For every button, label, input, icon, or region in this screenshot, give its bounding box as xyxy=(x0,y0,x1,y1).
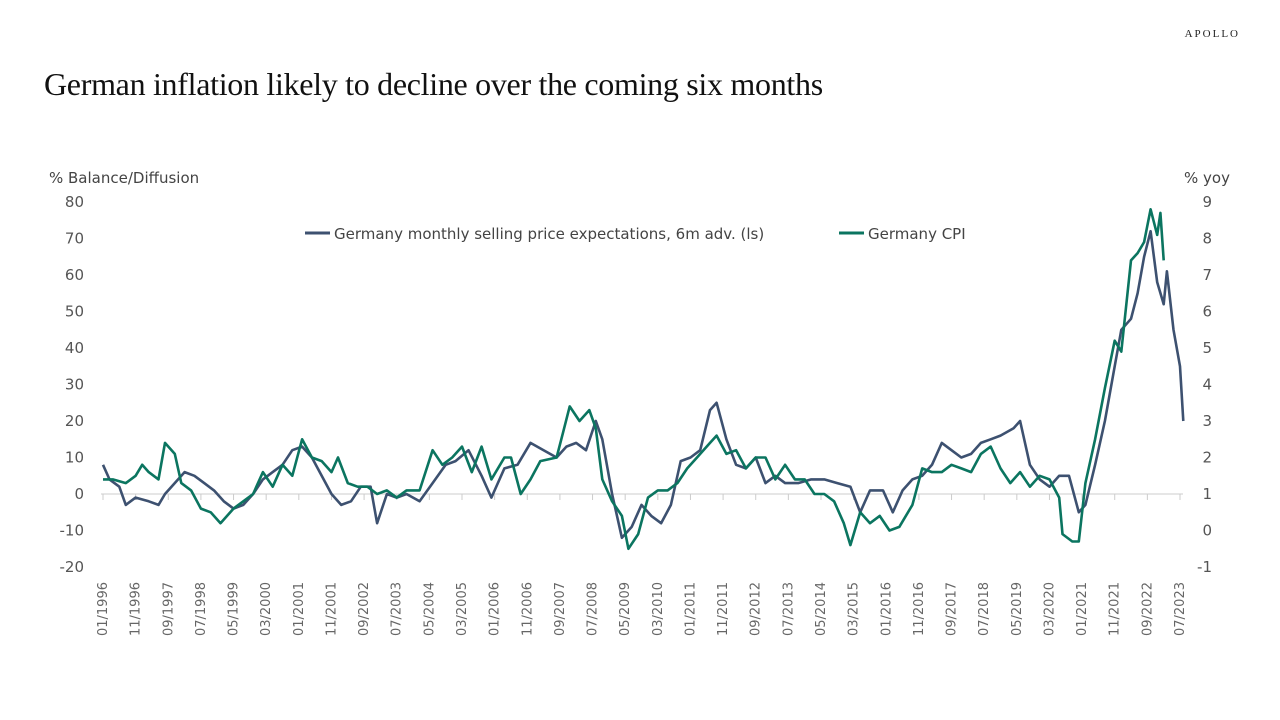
x-tick-label: 05/2019 xyxy=(1010,582,1025,636)
right-tick-label: 6 xyxy=(1202,303,1212,321)
x-tick-label: 01/2001 xyxy=(292,582,307,636)
right-tick-label: 9 xyxy=(1202,193,1212,211)
x-tick-label: 01/2016 xyxy=(879,582,894,636)
left-tick-label: 40 xyxy=(65,339,84,357)
right-tick-label: 8 xyxy=(1202,230,1212,248)
right-tick-label: 5 xyxy=(1202,339,1212,357)
x-tick-label: 07/2003 xyxy=(390,582,405,636)
x-tick-label: 01/2021 xyxy=(1075,582,1090,636)
series-group xyxy=(101,208,1185,551)
x-tick-label: 07/1998 xyxy=(194,582,209,636)
left-tick-label: 50 xyxy=(65,303,84,321)
x-tick-label: 03/2015 xyxy=(847,582,862,636)
x-tick-label: 11/2011 xyxy=(716,582,731,636)
x-tick-label: 03/2010 xyxy=(651,582,666,636)
x-tick-label: 11/1996 xyxy=(129,582,144,636)
x-tick-label: 05/2009 xyxy=(618,582,633,636)
x-tick-label: 11/2016 xyxy=(912,582,927,636)
x-tick-label: 07/2023 xyxy=(1173,582,1188,636)
page-title: German inflation likely to decline over … xyxy=(44,66,823,102)
right-tick-label: 4 xyxy=(1202,376,1212,394)
x-tick-label: 11/2006 xyxy=(520,582,535,636)
x-tick-label: 01/1996 xyxy=(96,582,111,636)
x-tick-label: 05/1999 xyxy=(227,582,242,636)
x-tick-label: 05/2004 xyxy=(422,582,437,636)
left-tick-label: 70 xyxy=(65,230,84,248)
right-tick-label: 3 xyxy=(1202,412,1212,430)
series-line-expectations xyxy=(101,229,1185,540)
left-tick-label: 10 xyxy=(65,449,84,467)
series-line-cpi xyxy=(103,208,1165,551)
x-tick-label: 03/2020 xyxy=(1042,582,1057,636)
legend: Germany monthly selling price expectatio… xyxy=(305,225,966,243)
legend-label-expectations: Germany monthly selling price expectatio… xyxy=(334,225,764,243)
x-tick-label: 09/2007 xyxy=(553,582,568,636)
right-tick-label: 2 xyxy=(1202,449,1212,467)
x-tick-label: 09/2012 xyxy=(749,582,764,636)
x-tick-label: 09/2022 xyxy=(1140,582,1155,636)
legend-label-cpi: Germany CPI xyxy=(868,225,966,243)
left-tick-label: -10 xyxy=(60,522,85,540)
x-tick-label: 09/2017 xyxy=(945,582,960,636)
x-tick-label: 01/2011 xyxy=(683,582,698,636)
right-tick-label: 0 xyxy=(1202,522,1212,540)
right-tick-label: 7 xyxy=(1202,266,1212,284)
left-tick-label: 60 xyxy=(65,266,84,284)
x-tick-label: 11/2001 xyxy=(324,582,339,636)
brand-logo: APOLLO xyxy=(1184,28,1240,40)
x-tick-label: 07/2018 xyxy=(977,582,992,636)
x-axis: 01/1996 11/1996 09/1997 07/1998 05/1999 03/20… xyxy=(96,493,1188,636)
left-tick-label: 20 xyxy=(65,412,84,430)
x-tick-label: 03/2000 xyxy=(259,582,274,636)
x-tick-label: 09/1997 xyxy=(161,582,176,636)
x-tick-label: 03/2005 xyxy=(455,582,470,636)
right-tick-label: 1 xyxy=(1202,485,1212,503)
x-tick-label: 07/2013 xyxy=(781,582,796,636)
left-axis-ticks: 80 70 60 50 40 30 20 10 0 -10 -20 xyxy=(60,193,85,576)
left-tick-label: -20 xyxy=(60,558,85,576)
right-axis-ticks: 9 8 7 6 5 4 3 2 1 0 -1 xyxy=(1197,193,1212,576)
left-axis-title: % Balance/Diffusion xyxy=(49,169,199,187)
right-axis-title: % yoy xyxy=(1184,169,1230,187)
left-tick-label: 80 xyxy=(65,193,84,211)
x-tick-label: 01/2006 xyxy=(488,582,503,636)
left-tick-label: 0 xyxy=(74,485,84,503)
left-tick-label: 30 xyxy=(65,376,84,394)
right-tick-label: -1 xyxy=(1197,558,1212,576)
x-tick-label: 05/2014 xyxy=(814,582,829,636)
x-tick-label: 11/2021 xyxy=(1108,582,1123,636)
x-tick-label: 07/2008 xyxy=(586,582,601,636)
x-tick-label: 09/2002 xyxy=(357,582,372,636)
